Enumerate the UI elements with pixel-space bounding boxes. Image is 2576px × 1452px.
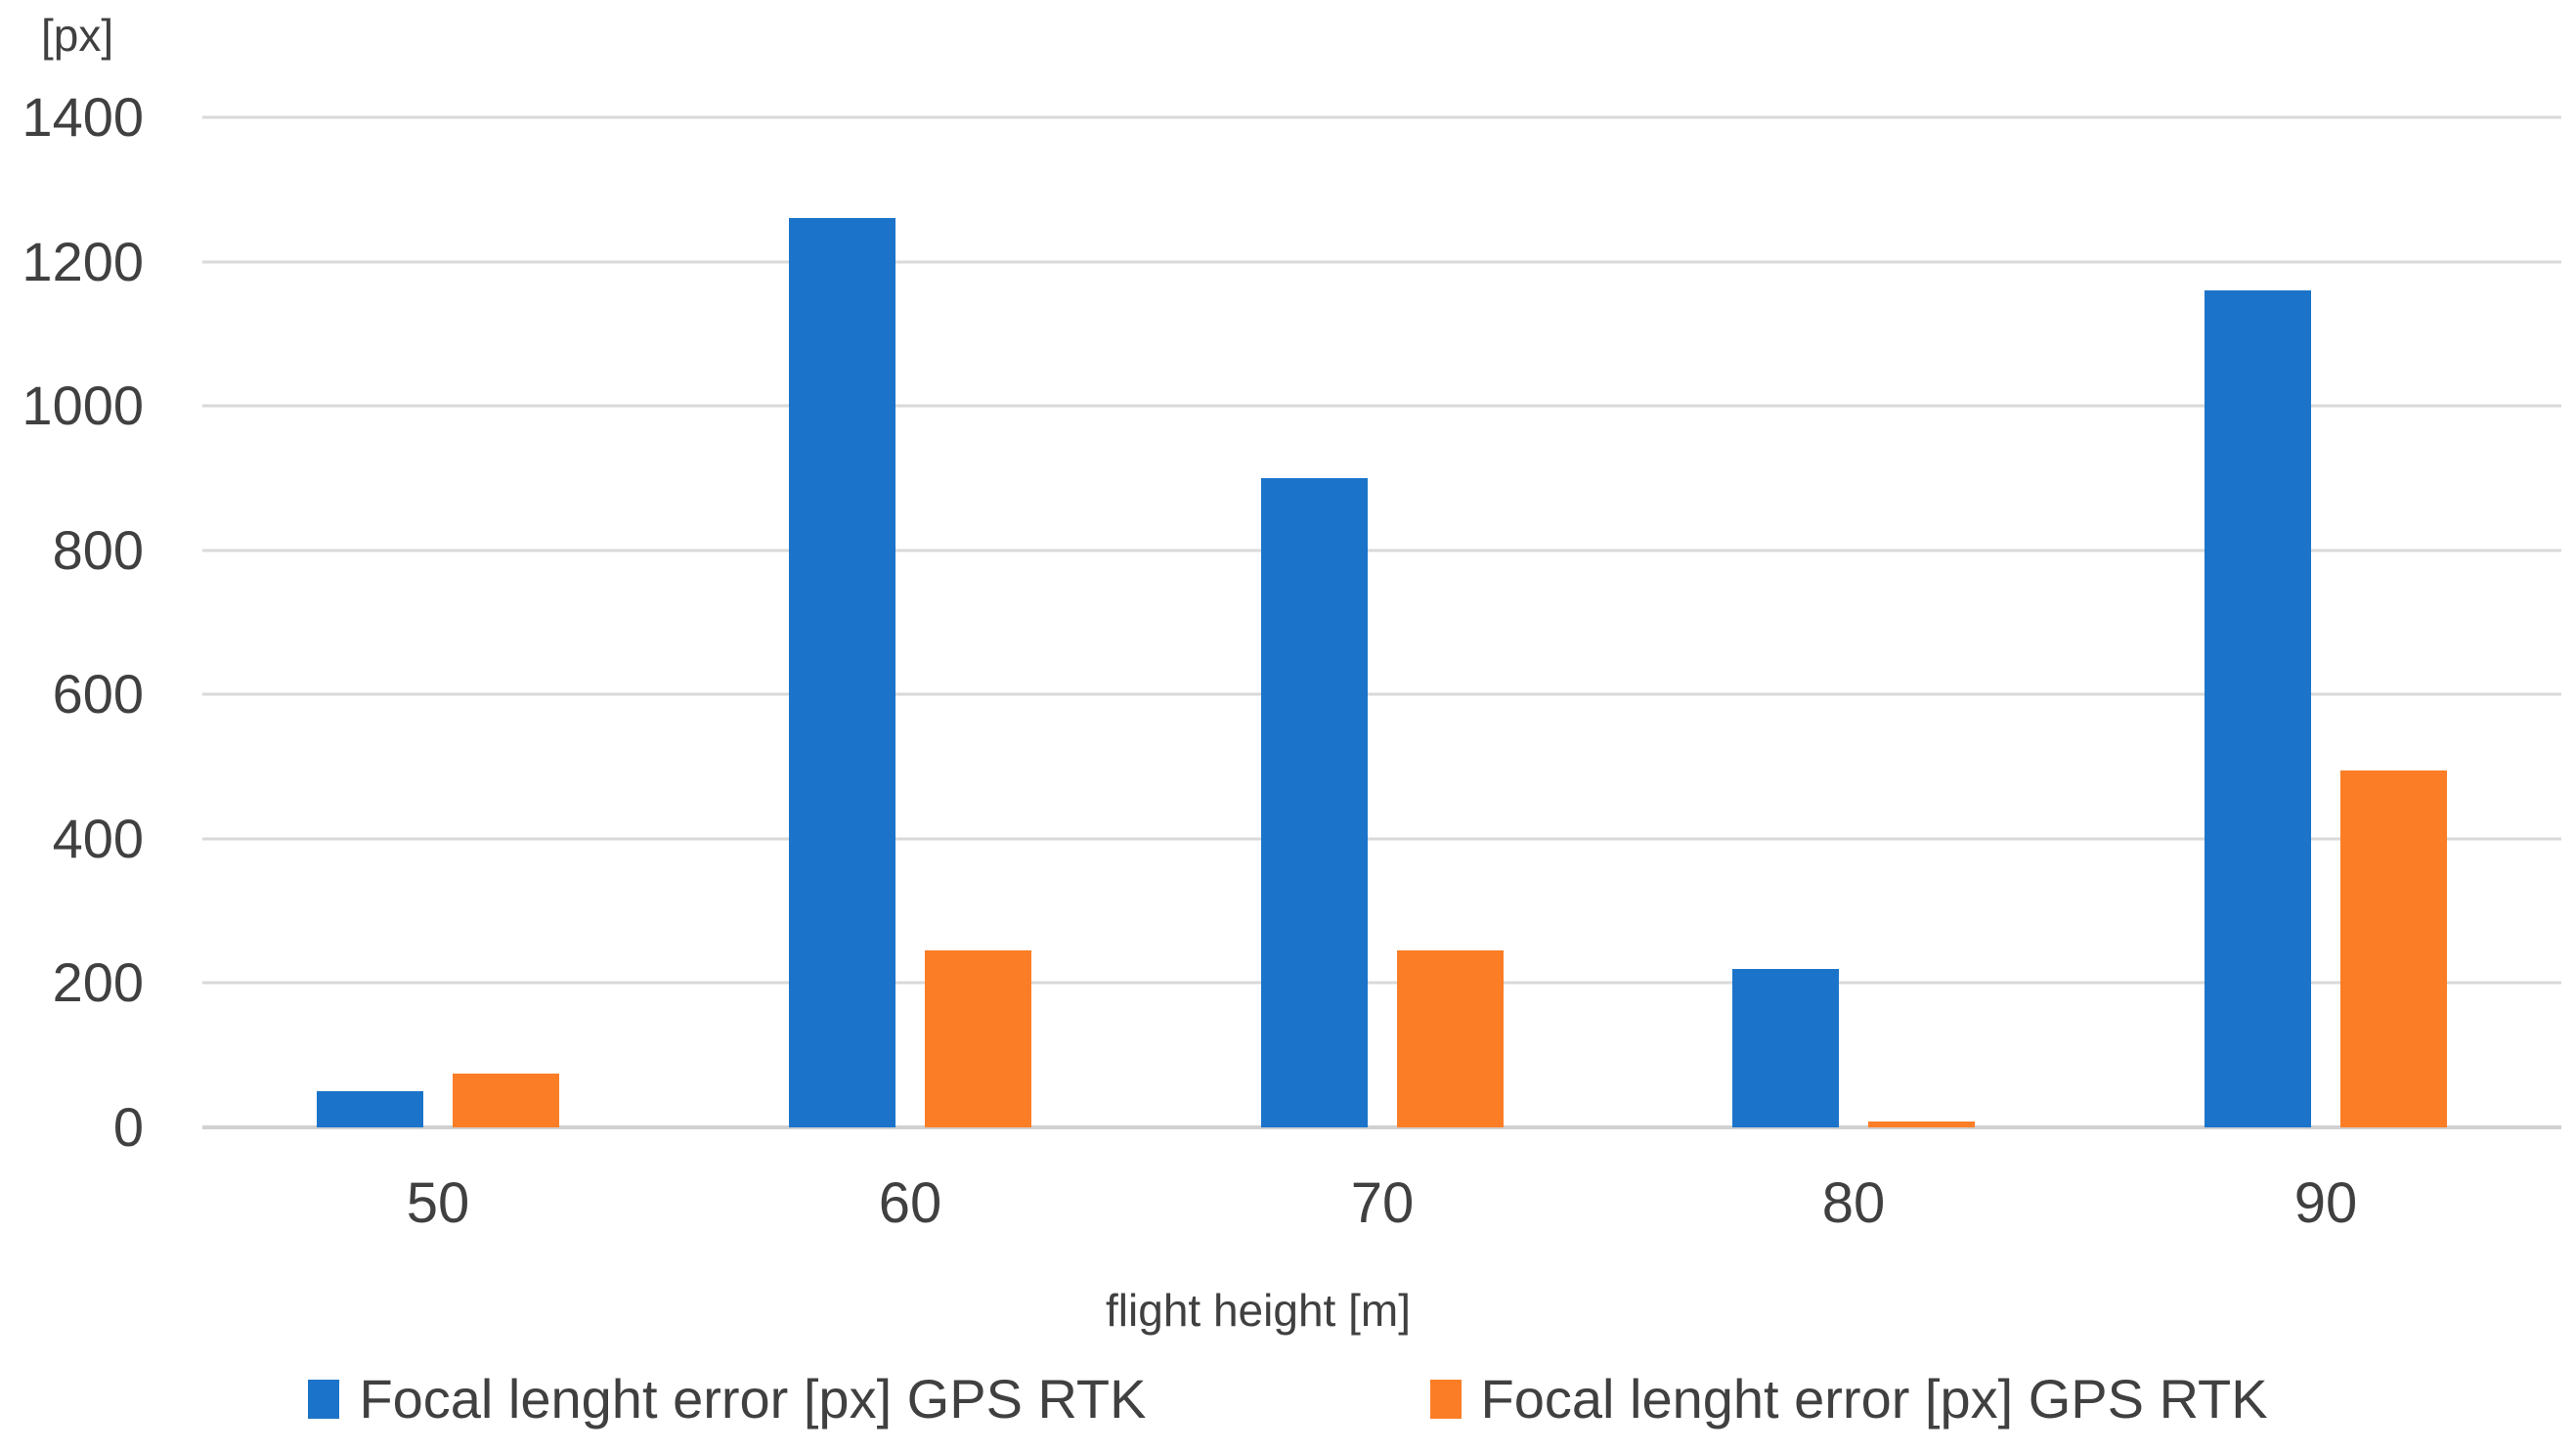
plot-area <box>202 115 2561 1129</box>
bar-series2-70 <box>1397 950 1504 1127</box>
y-axis-tick-label: 1000 <box>22 374 144 437</box>
legend: Focal lenght error [px] GPS RTK Focal le… <box>0 1367 2576 1430</box>
gridline <box>202 404 2561 408</box>
bar-series1-90 <box>2205 290 2311 1127</box>
y-axis-tick-label: 400 <box>52 807 144 869</box>
legend-swatch-series1-icon <box>308 1379 340 1419</box>
legend-item-series2: Focal lenght error [px] GPS RTK <box>1429 1367 2268 1430</box>
bar-series2-50 <box>453 1074 559 1127</box>
gridline <box>202 837 2561 841</box>
bar-series2-80 <box>1868 1122 1975 1127</box>
gridline <box>202 115 2561 119</box>
y-axis-tick-label: 200 <box>52 951 144 1014</box>
gridline <box>202 981 2561 985</box>
y-axis: 0 200 400 600 800 1000 1200 1400 <box>0 90 144 1155</box>
bar-series1-60 <box>789 218 895 1127</box>
x-axis: 50 60 70 80 90 <box>202 1171 2561 1240</box>
legend-swatch-series2-icon <box>1429 1379 1462 1419</box>
gridline <box>202 692 2561 696</box>
gridline <box>202 549 2561 552</box>
bar-series1-70 <box>1261 478 1368 1127</box>
x-axis-tick-label: 90 <box>2293 1171 2358 1235</box>
y-axis-tick-label: 1200 <box>22 230 144 292</box>
y-axis-unit-label: [px] <box>41 10 114 61</box>
x-axis-tick-label: 50 <box>406 1171 470 1235</box>
y-axis-tick-label: 0 <box>112 1096 144 1158</box>
bar-series2-60 <box>925 950 1031 1127</box>
gridline <box>202 260 2561 264</box>
bar-series2-90 <box>2340 770 2447 1127</box>
legend-label-series1: Focal lenght error [px] GPS RTK <box>359 1368 1147 1430</box>
x-axis-title: flight height [m] <box>1106 1285 1411 1336</box>
bar-series1-80 <box>1732 969 1839 1127</box>
bar-series1-50 <box>317 1091 423 1127</box>
y-axis-tick-label: 600 <box>52 663 144 726</box>
y-axis-tick-label: 800 <box>52 518 144 581</box>
x-axis-tick-label: 70 <box>1350 1171 1415 1235</box>
legend-label-series2: Focal lenght error [px] GPS RTK <box>1480 1368 2268 1430</box>
legend-item-series1: Focal lenght error [px] GPS RTK <box>308 1367 1147 1430</box>
x-axis-baseline <box>202 1125 2561 1129</box>
x-axis-tick-label: 60 <box>878 1171 942 1235</box>
y-axis-tick-label: 1400 <box>22 86 144 148</box>
x-axis-tick-label: 80 <box>1821 1171 1886 1235</box>
